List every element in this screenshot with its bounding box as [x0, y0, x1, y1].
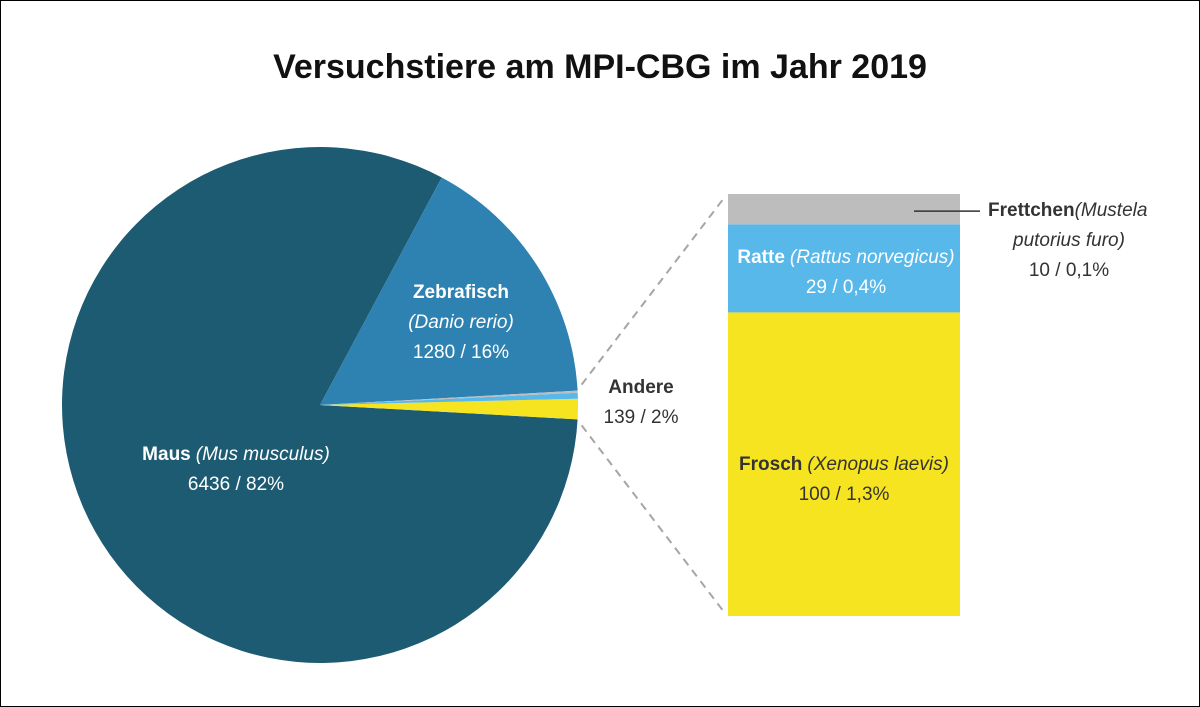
- pie-chart: [61, 146, 578, 663]
- frosch-name-label: Frosch: [739, 454, 802, 475]
- zebrafisch-latin-label: (Danio rerio): [408, 312, 514, 333]
- frosch-value-label: 100 / 1,3%: [799, 484, 890, 505]
- frosch-latin-label: (Xenopus laevis): [807, 454, 949, 475]
- ratte-value-label: 29 / 0,4%: [806, 277, 886, 298]
- ratte-label: Ratte (Rattus norvegicus): [737, 247, 954, 268]
- frettchen-label: Frettchen(Mustela: [988, 200, 1147, 221]
- ratte-latin-label: (Rattus norvegicus): [790, 247, 955, 268]
- frettchen-name-label: Frettchen: [988, 200, 1075, 221]
- frettchen-value-label: 10 / 0,1%: [1029, 260, 1109, 281]
- frosch-label: Frosch (Xenopus laevis): [739, 454, 949, 475]
- andere-name-label: Andere: [608, 377, 673, 398]
- pie-slice-andere-frosch: [320, 398, 578, 420]
- ratte-name-label: Ratte: [737, 247, 785, 268]
- zebrafisch-name-label: Zebrafisch: [413, 282, 509, 303]
- frettchen-latin-label-2: putorius furo): [1012, 230, 1125, 251]
- connector-line-top: [580, 197, 725, 386]
- bar-segment-frosch: [728, 312, 960, 616]
- frettchen-latin-label-1: (Mustela: [1075, 200, 1148, 221]
- maus-latin-label: (Mus musculus): [196, 444, 330, 465]
- pie-slice-zebrafisch: [320, 177, 578, 405]
- maus-label: Maus (Mus musculus): [142, 444, 330, 465]
- connector-line-bottom: [580, 424, 725, 613]
- pie-slice-maus: [61, 146, 578, 663]
- stacked-bar: [728, 194, 960, 616]
- chart-title: Versuchstiere am MPI-CBG im Jahr 2019: [273, 48, 927, 86]
- bar-segment-frettchen: [728, 194, 960, 225]
- pie-slice-andere-ratte: [320, 392, 578, 405]
- bar-segment-ratte: [728, 224, 960, 313]
- zebrafisch-value-label: 1280 / 16%: [413, 342, 509, 363]
- andere-value-label: 139 / 2%: [604, 407, 679, 428]
- pie-slice-andere-frettchen: [320, 390, 578, 405]
- maus-value-label: 6436 / 82%: [188, 474, 284, 495]
- maus-name-label: Maus: [142, 444, 191, 465]
